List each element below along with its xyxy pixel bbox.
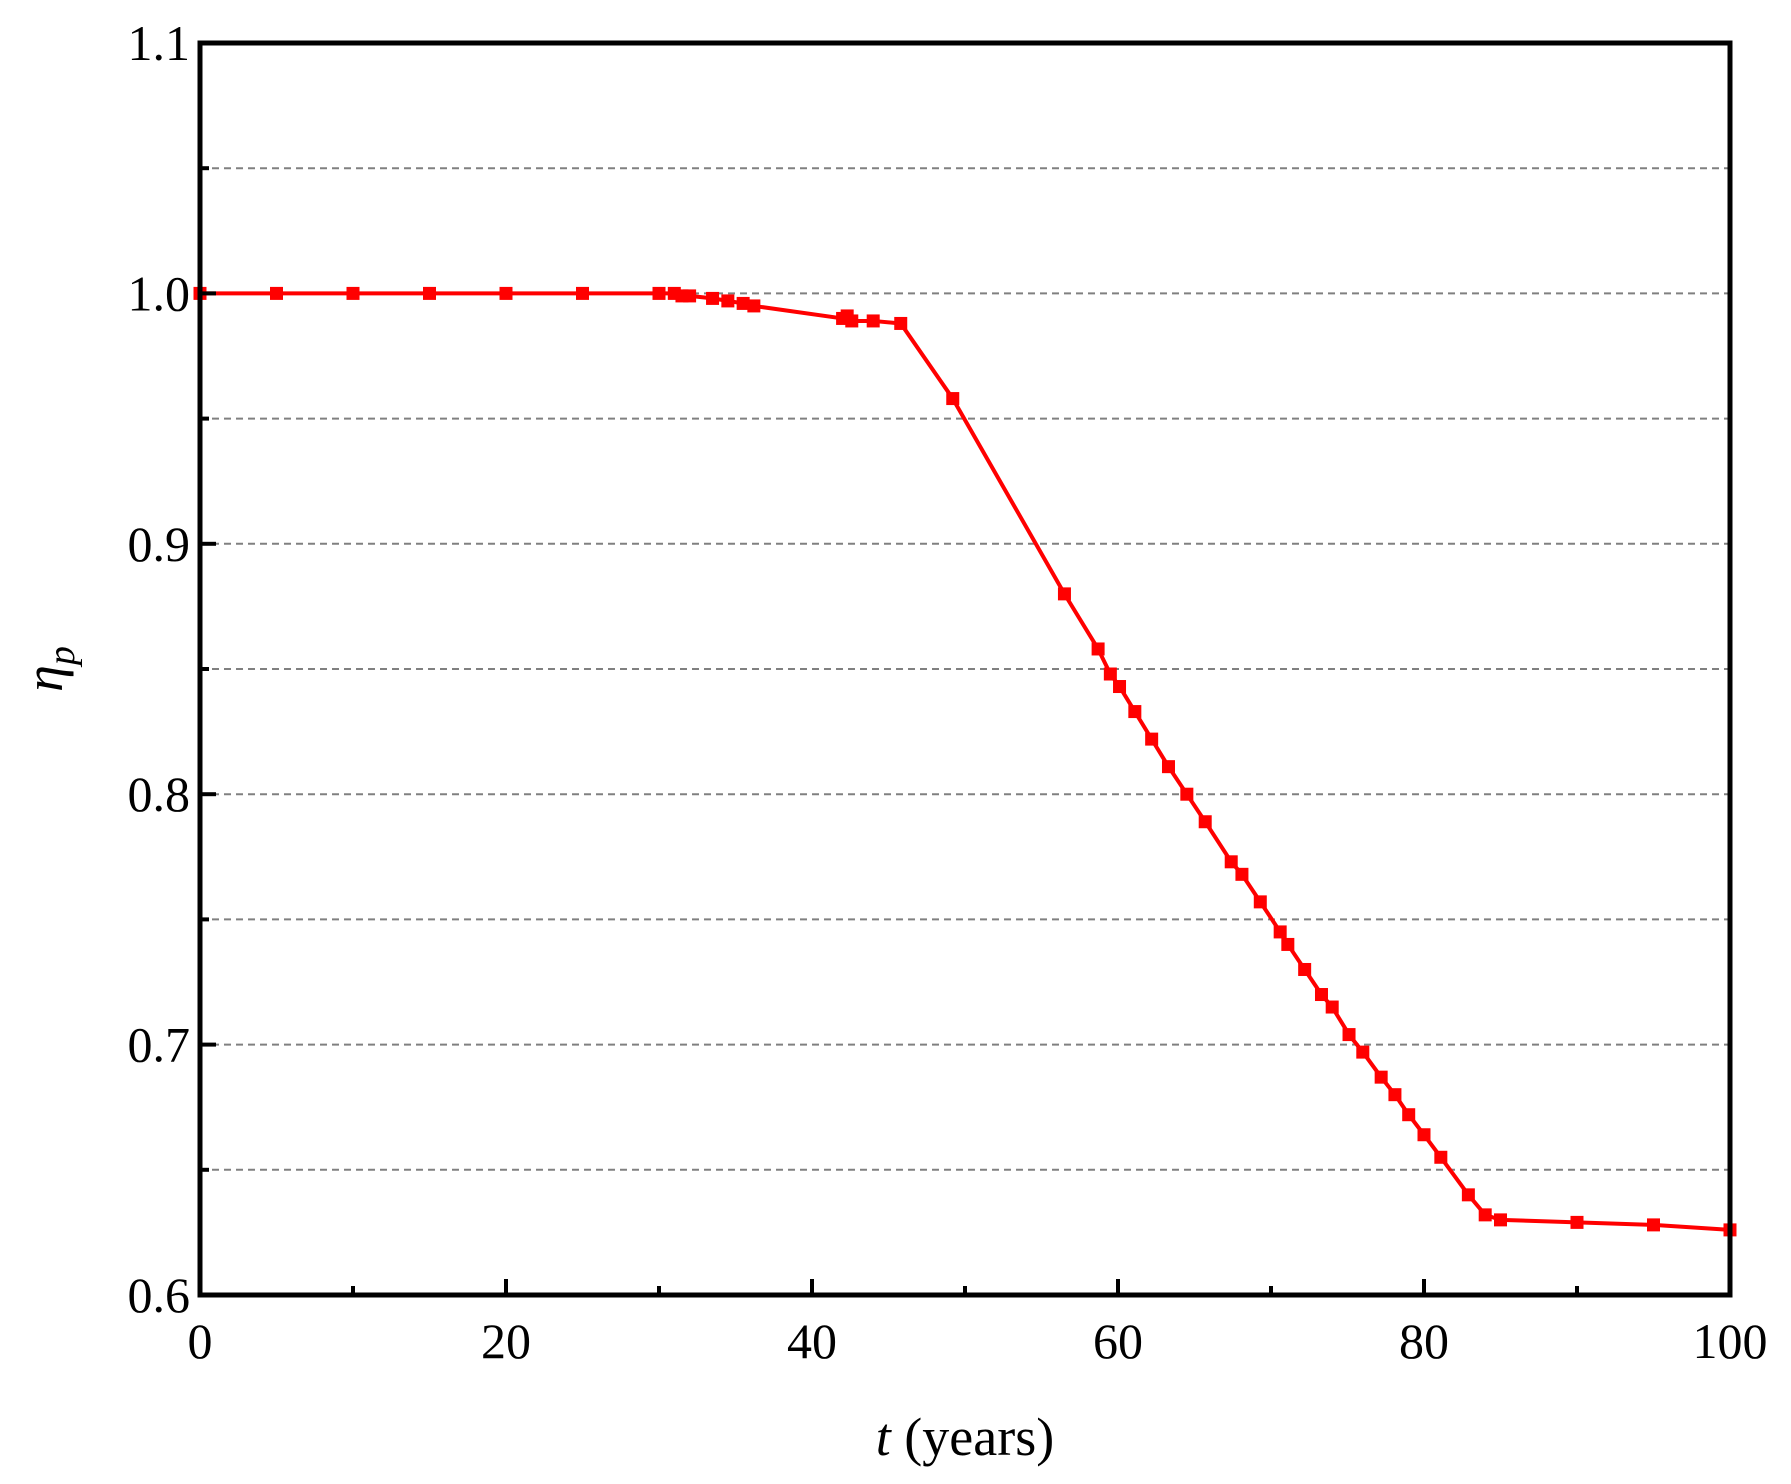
data-point xyxy=(1647,1218,1660,1232)
data-point xyxy=(1402,1108,1416,1122)
y-tick-label: 1.0 xyxy=(128,265,191,321)
data-point xyxy=(1325,1000,1339,1014)
x-axis-variable: t xyxy=(876,1407,893,1467)
data-point xyxy=(736,296,750,310)
data-point xyxy=(1057,587,1071,601)
series-group xyxy=(193,286,1737,1237)
x-axis-unit: (years) xyxy=(891,1407,1054,1467)
data-point xyxy=(1103,667,1117,681)
x-axis-title: t (years) xyxy=(876,1407,1054,1467)
y-tick-label: 0.6 xyxy=(128,1267,191,1323)
y-tick-label: 0.7 xyxy=(128,1017,191,1073)
data-point xyxy=(866,314,880,328)
data-point xyxy=(894,316,908,330)
data-point xyxy=(1113,680,1127,694)
gridlines xyxy=(200,167,1730,1171)
data-point xyxy=(1298,962,1312,976)
data-point xyxy=(721,294,735,308)
axis-ticks xyxy=(198,41,1732,1297)
x-tick-label: 80 xyxy=(1399,1313,1449,1369)
data-point xyxy=(1161,760,1175,774)
data-point xyxy=(1145,732,1159,746)
data-point xyxy=(1388,1088,1402,1102)
data-point xyxy=(1356,1045,1370,1059)
data-point xyxy=(1224,855,1238,869)
y-axis-subscript: p xyxy=(41,646,83,668)
y-axis-title: ηp xyxy=(14,646,83,692)
y-tick-label: 0.8 xyxy=(128,766,191,822)
data-point xyxy=(1235,867,1249,881)
data-point xyxy=(1478,1208,1492,1222)
data-point xyxy=(1374,1070,1388,1084)
data-point xyxy=(499,286,513,300)
data-point xyxy=(652,286,666,300)
data-point xyxy=(1342,1028,1356,1042)
data-point xyxy=(946,392,960,406)
data-point xyxy=(1253,895,1267,909)
data-point xyxy=(1128,705,1142,719)
data-point xyxy=(576,286,589,300)
data-point xyxy=(1434,1150,1448,1164)
y-tick-label: 1.1 xyxy=(128,15,191,71)
data-point xyxy=(1461,1188,1475,1202)
x-tick-label: 40 xyxy=(787,1313,837,1369)
data-point xyxy=(1198,815,1212,829)
data-point xyxy=(1494,1213,1507,1227)
data-point xyxy=(423,286,436,300)
data-point xyxy=(1091,642,1105,656)
data-point xyxy=(1281,937,1295,951)
data-point xyxy=(845,314,859,328)
x-tick-label: 0 xyxy=(188,1313,213,1369)
data-point xyxy=(270,286,283,300)
y-tick-label: 0.9 xyxy=(128,516,191,572)
data-point xyxy=(1180,787,1194,801)
x-tick-label: 100 xyxy=(1693,1313,1768,1369)
data-point xyxy=(1314,988,1328,1002)
data-point xyxy=(346,286,360,300)
data-point xyxy=(747,299,761,313)
tick-labels: 0 20 40 60 80 100 0.6 0.7 0.8 0.9 1.0 1.1 xyxy=(128,15,1768,1369)
data-point xyxy=(683,289,697,303)
x-tick-label: 60 xyxy=(1093,1313,1143,1369)
x-tick-label: 20 xyxy=(481,1313,531,1369)
y-axis-variable: η xyxy=(14,665,74,692)
data-point xyxy=(1417,1128,1431,1142)
data-point xyxy=(706,291,720,305)
data-point xyxy=(1273,925,1287,939)
data-point xyxy=(1570,1215,1584,1229)
series-line xyxy=(200,291,1731,1232)
